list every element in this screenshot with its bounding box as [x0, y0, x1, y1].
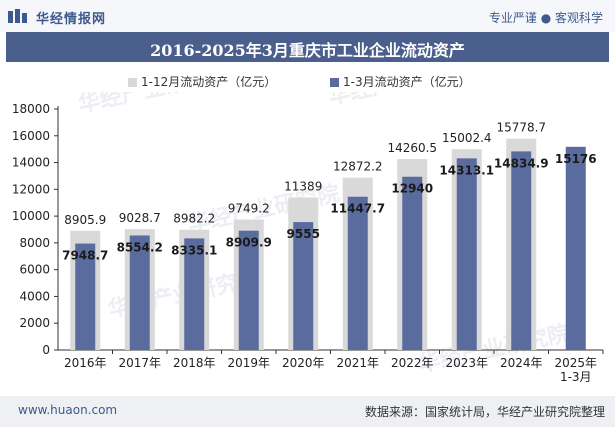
legend-item-q1: 1-3月流动资产（亿元）	[330, 73, 471, 90]
bar-q1	[293, 222, 314, 350]
bar-q1	[129, 235, 150, 350]
y-tick-label: 0	[42, 343, 50, 357]
data-label-full-year: 12872.2	[333, 160, 383, 174]
brand-name: 华经情报网	[36, 12, 107, 27]
watermark-text: 华经产业研究院	[416, 320, 572, 377]
bar-q1	[75, 243, 96, 350]
x-tick-label-line: 2020年	[282, 356, 325, 370]
footer-bar: www.huaon.com 数据来源：国家统计局，华经产业研究院整理	[0, 396, 615, 427]
y-tick-label: 6000	[19, 263, 50, 277]
x-tick-label-line: 2023年	[445, 356, 488, 370]
data-label-full-year: 8905.9	[64, 213, 106, 227]
x-tick-label-line: 2021年	[336, 356, 379, 370]
legend-item-full-year: 1-12月流动资产（亿元）	[128, 73, 276, 90]
x-tick-label-line: 2017年	[118, 356, 161, 370]
y-tick-label: 12000	[12, 182, 50, 196]
data-label-full-year: 15778.7	[496, 121, 546, 135]
x-tick-label-line: 2016年	[64, 356, 107, 370]
title-band: 2016-2025年3月重庆市工业企业流动资产	[6, 32, 609, 62]
chart-legend: 1-12月流动资产（亿元） 1-3月流动资产（亿元）	[0, 70, 615, 90]
y-tick-label: 2000	[19, 316, 50, 330]
data-label-q1: 8335.1	[171, 243, 217, 257]
bar-q1	[511, 151, 532, 350]
x-tick-label: 2019年	[227, 356, 270, 370]
x-tick-label: 2023年	[445, 356, 488, 370]
bar-q1	[402, 176, 423, 350]
x-tick-label: 2020年	[282, 356, 325, 370]
bar-chart: 华经产业研究院华经产业研究院华经产业研究院华经产业研究院华经产业研究院 0200…	[12, 92, 604, 384]
bar-q1	[456, 158, 477, 350]
x-tick-label: 2018年	[173, 356, 216, 370]
data-label-full-year: 8982.2	[173, 212, 215, 226]
data-label-q1: 14313.1	[439, 163, 494, 177]
data-label-q1: 8554.2	[117, 240, 163, 254]
x-tick-label-line: 1-3月	[560, 370, 592, 384]
y-tick-label: 18000	[12, 102, 50, 116]
data-label-q1: 14834.9	[494, 156, 549, 170]
chart-title: 2016-2025年3月重庆市工业企业流动资产	[150, 41, 465, 60]
data-label-q1: 11447.7	[330, 202, 385, 216]
y-tick-label: 14000	[12, 156, 50, 170]
x-tick-label: 2022年	[391, 356, 434, 370]
tagline: 专业严谨 ● 客观科学	[488, 11, 603, 25]
data-label-q1: 8909.9	[226, 236, 272, 250]
y-tick-label: 8000	[19, 236, 50, 250]
footer-site: www.huaon.com	[18, 403, 118, 417]
watermark-text: 华经产业研究院	[326, 92, 482, 110]
data-label-q1: 7948.7	[62, 249, 108, 263]
data-label-full-year: 9028.7	[119, 211, 161, 225]
x-tick-label: 2025年 1-3月	[554, 356, 597, 384]
legend-label-full-year: 1-12月流动资产（亿元）	[141, 75, 277, 89]
bar-q1	[347, 196, 368, 350]
logo-icon	[8, 9, 27, 23]
data-label-q1: 9555	[287, 227, 320, 241]
header-bar: 华经情报网 专业严谨 ● 客观科学	[0, 0, 615, 32]
y-tick-label: 10000	[12, 209, 50, 223]
x-tick-label-line: 2019年	[227, 356, 270, 370]
x-tick-label: 2016年	[64, 356, 107, 370]
legend-swatch-q1	[330, 78, 339, 87]
footer-source: 数据来源：国家统计局，华经产业研究院整理	[364, 405, 605, 419]
data-label-full-year: 11389	[284, 180, 322, 194]
x-tick-label-line: 2022年	[391, 356, 434, 370]
bar-q1	[184, 238, 205, 350]
x-tick-label: 2021年	[336, 356, 379, 370]
x-tick-label-line: 2018年	[173, 356, 216, 370]
data-label-q1: 15176	[555, 152, 597, 166]
data-label-full-year: 14260.5	[387, 141, 437, 155]
y-tick-label: 16000	[12, 129, 50, 143]
x-tick-label-line: 2025年	[554, 356, 597, 370]
bar-q1	[238, 230, 259, 350]
watermark-text: 华经产业研究院	[76, 92, 232, 118]
x-tick-label-line: 2024年	[500, 356, 543, 370]
x-tick-label: 2017年	[118, 356, 161, 370]
data-label-full-year: 15002.4	[442, 131, 492, 145]
legend-swatch-full-year	[128, 78, 137, 87]
x-tick-label: 2024年	[500, 356, 543, 370]
legend-label-q1: 1-3月流动资产（亿元）	[343, 75, 471, 89]
bar-q1	[565, 146, 586, 350]
data-label-full-year: 9749.2	[228, 201, 270, 215]
data-label-q1: 12940	[391, 182, 433, 196]
y-tick-label: 4000	[19, 289, 50, 303]
